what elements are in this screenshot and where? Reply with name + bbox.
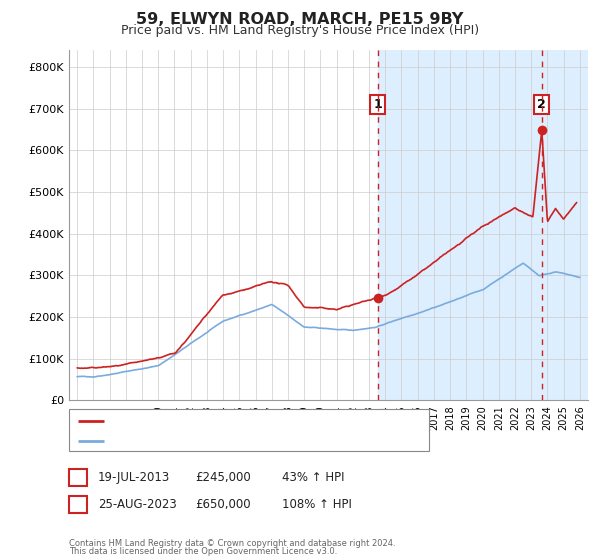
Text: 1: 1: [373, 98, 382, 111]
Text: 59, ELWYN ROAD, MARCH, PE15 9BY (detached house): 59, ELWYN ROAD, MARCH, PE15 9BY (detache…: [110, 416, 394, 426]
Text: 25-AUG-2023: 25-AUG-2023: [98, 498, 176, 511]
Text: 2: 2: [538, 98, 546, 111]
Text: 2: 2: [74, 498, 82, 511]
Text: 19-JUL-2013: 19-JUL-2013: [98, 471, 170, 484]
Text: 43% ↑ HPI: 43% ↑ HPI: [282, 471, 344, 484]
Text: Price paid vs. HM Land Registry's House Price Index (HPI): Price paid vs. HM Land Registry's House …: [121, 24, 479, 36]
Bar: [542, 50, 588, 400]
Bar: [378, 50, 588, 400]
Text: 108% ↑ HPI: 108% ↑ HPI: [282, 498, 352, 511]
Text: £650,000: £650,000: [195, 498, 251, 511]
Text: HPI: Average price, detached house, Fenland: HPI: Average price, detached house, Fenl…: [110, 436, 344, 446]
Text: 59, ELWYN ROAD, MARCH, PE15 9BY: 59, ELWYN ROAD, MARCH, PE15 9BY: [136, 12, 464, 27]
Text: This data is licensed under the Open Government Licence v3.0.: This data is licensed under the Open Gov…: [69, 547, 337, 556]
Text: £245,000: £245,000: [195, 471, 251, 484]
Text: 1: 1: [74, 471, 82, 484]
Text: Contains HM Land Registry data © Crown copyright and database right 2024.: Contains HM Land Registry data © Crown c…: [69, 539, 395, 548]
